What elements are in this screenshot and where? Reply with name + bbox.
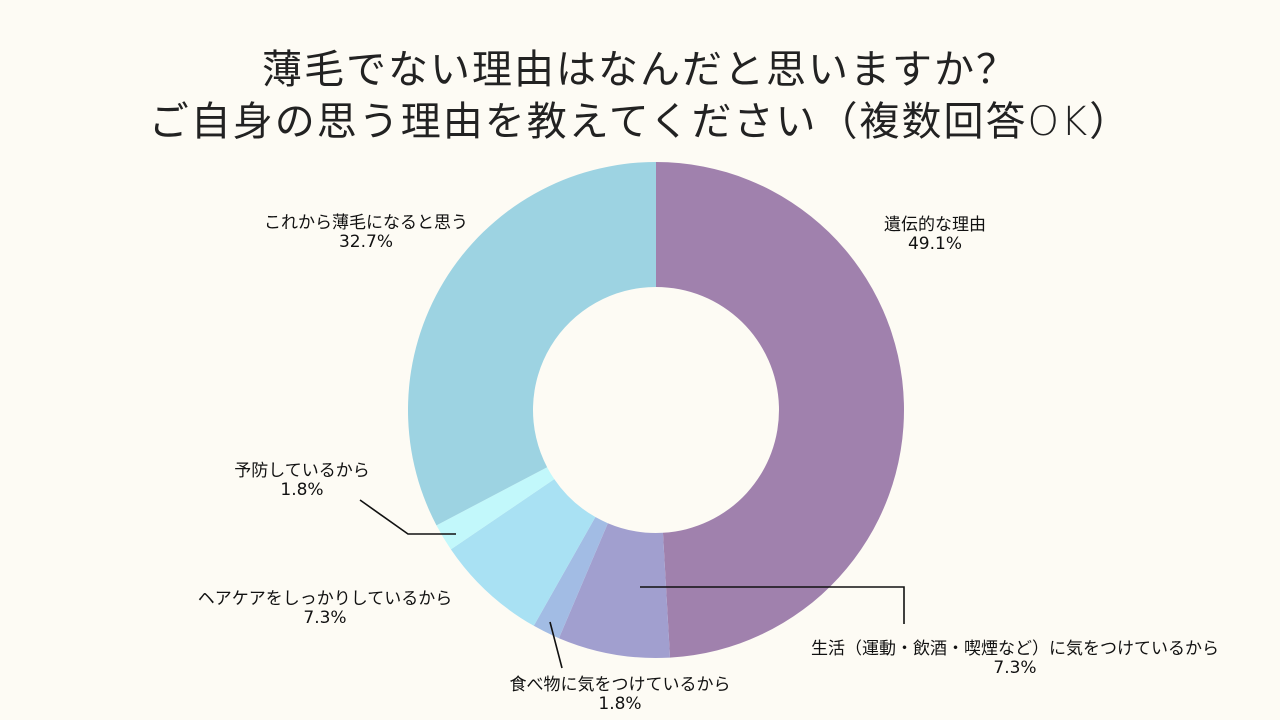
donut-slice-5 [408, 162, 656, 526]
donut-slice-3 [450, 479, 596, 626]
donut-slice-4 [436, 467, 555, 550]
chart-title: 薄毛でない理由はなんだと思いますか？ ご自身の思う理由を教えてください（複数回答… [0, 44, 1280, 148]
slice-label-5: これから薄毛になると思う [264, 213, 468, 233]
slice-value-0: 49.1% [908, 234, 962, 254]
slice-value-5: 32.7% [339, 232, 393, 252]
slice-label-3: ヘアケアをしっかりしているから [198, 589, 453, 609]
chart-title-line-2: ご自身の思う理由を教えてください（複数回答OK） [148, 99, 1132, 145]
slice-label-1: 生活（運動・飲酒・喫煙など）に気をつけているから [811, 639, 1219, 659]
donut-slice-0 [656, 162, 904, 658]
donut-slice-1 [558, 523, 671, 658]
donut-slice-2 [533, 517, 608, 639]
slice-value-3: 7.3% [303, 608, 346, 628]
slice-value-2: 1.8% [598, 694, 641, 714]
slice-label-2: 食べ物に気をつけているから [510, 675, 731, 695]
slice-label-0: 遺伝的な理由 [884, 215, 986, 235]
leader-line-2 [549, 621, 563, 669]
slice-value-4: 1.8% [280, 480, 323, 500]
chart-title-line-1: 薄毛でない理由はなんだと思いますか？ [262, 47, 1018, 93]
slice-value-1: 7.3% [993, 658, 1036, 678]
leader-line-1 [640, 586, 905, 624]
slice-label-4: 予防しているから [234, 461, 370, 481]
leader-line-4 [359, 499, 456, 535]
